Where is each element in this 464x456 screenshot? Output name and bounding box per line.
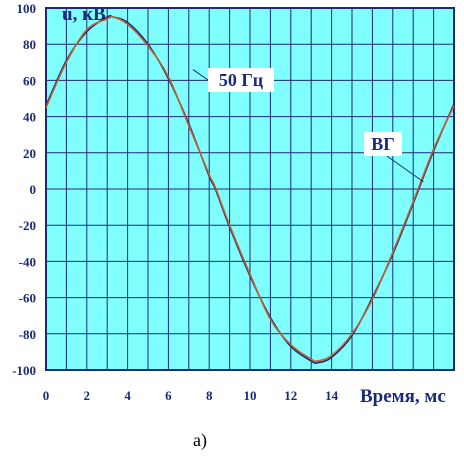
x-tick-label: 14 — [325, 388, 339, 403]
y-tick-label: -60 — [19, 291, 36, 306]
y-tick-label: 60 — [23, 73, 36, 88]
x-tick-label: 0 — [43, 388, 50, 403]
x-tick-label: 8 — [206, 388, 213, 403]
y-tick-label: -20 — [19, 218, 36, 233]
annotation-layer: 50 Гц ВГ — [192, 68, 424, 183]
y-tick-label: 40 — [23, 110, 36, 125]
y-tick-labels: 100 80 60 40 20 0 -20 -40 -60 -80 -100 — [12, 1, 36, 378]
annotation-leader — [192, 69, 209, 81]
y-tick-label: -100 — [12, 363, 36, 378]
y-tick-label: 100 — [17, 1, 37, 16]
y-tick-label: 80 — [23, 37, 36, 52]
x-axis-label: Время, мс — [360, 386, 446, 407]
series-layer — [45, 14, 455, 364]
annotation-label: 50 Гц — [219, 70, 264, 90]
x-tick-label: 12 — [284, 388, 297, 403]
annotation-label: ВГ — [371, 134, 394, 154]
x-tick-label: 6 — [165, 388, 172, 403]
annotation-box — [208, 68, 274, 92]
y-axis-label: u, кВ — [62, 4, 106, 25]
grid — [46, 8, 454, 370]
y-tick-label: 0 — [30, 182, 37, 197]
x-tick-label: 4 — [124, 388, 131, 403]
x-tick-labels: 0 2 4 6 8 10 12 14 — [43, 388, 339, 403]
y-tick-label: 20 — [23, 146, 36, 161]
annotation-box — [364, 132, 402, 156]
x-tick-label: 10 — [244, 388, 257, 403]
x-tick-label: 2 — [84, 388, 91, 403]
figure-caption: а) — [193, 430, 207, 451]
annotation-leader — [386, 155, 424, 183]
y-tick-label: -40 — [19, 254, 36, 269]
series-line-vg — [45, 15, 455, 363]
y-tick-label: -80 — [19, 327, 36, 342]
